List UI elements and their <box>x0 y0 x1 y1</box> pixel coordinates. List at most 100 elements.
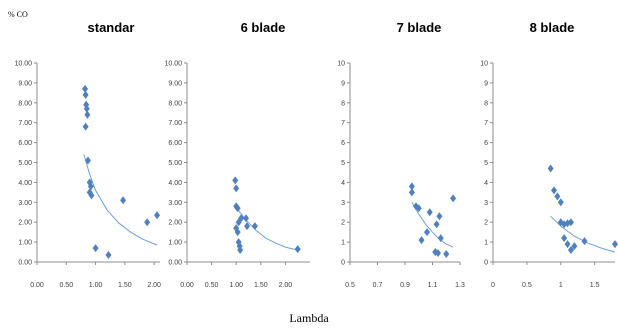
y-tick-label: 2 <box>484 220 488 227</box>
y-tick-label: 3.00 <box>18 200 32 207</box>
trend-line <box>411 202 454 248</box>
data-point <box>424 228 430 237</box>
y-tick-label: 2 <box>341 220 345 227</box>
y-tick-label: 1.00 <box>168 240 182 247</box>
y-tick-label: 3.00 <box>168 200 182 207</box>
y-tick-label: 0 <box>484 260 488 267</box>
x-tick-label: 0.00 <box>180 282 194 289</box>
data-point <box>443 250 450 259</box>
y-tick-label: 4 <box>341 180 345 187</box>
data-point <box>581 237 588 246</box>
chart-panel-1: standar 0.00 1.00 2.00 3.00 4.00 5.00 6.00 7.00 8… <box>14 20 161 289</box>
y-tick-label: 3 <box>484 200 488 207</box>
x-tick-label: 1.00 <box>89 282 103 289</box>
y-tick-label: 9.00 <box>18 80 32 87</box>
y-tick-label: 7 <box>341 120 345 127</box>
chart-title: 7 blade <box>397 20 442 35</box>
y-tick-label: 8 <box>341 100 345 107</box>
data-point <box>426 208 433 217</box>
data-point <box>243 214 250 223</box>
y-tick-label: 9.00 <box>168 80 182 87</box>
data-point <box>92 244 99 253</box>
y-tick-label: 6 <box>341 140 345 147</box>
data-point <box>234 204 241 213</box>
data-point <box>84 110 91 119</box>
data-point <box>436 212 443 221</box>
data-point <box>88 191 95 200</box>
data-point <box>571 242 578 251</box>
chart-title: 8 blade <box>530 20 575 35</box>
data-point <box>551 186 557 195</box>
y-tick-label: 0 <box>341 260 345 267</box>
x-tick-label: 1 <box>559 282 563 289</box>
y-tick-label: 9 <box>341 80 345 87</box>
chart-panel-3: 7 blade 0 1 2 3 4 5 6 7 8 9 10 0.5 0.7 0.9 1.1 1.3 <box>337 20 465 289</box>
y-tick-label: 1 <box>484 240 488 247</box>
y-tick-label: 8.00 <box>18 100 32 107</box>
data-point <box>82 122 89 131</box>
data-point <box>612 240 618 249</box>
chart-panels: standar 0.00 1.00 2.00 3.00 4.00 5.00 6.00 7.00 8… <box>14 20 618 289</box>
x-tick-label: 1.00 <box>229 282 243 289</box>
x-axis-label: Lambda <box>289 311 329 325</box>
x-tick-label: 2.00 <box>279 282 293 289</box>
x-tick-label: 0.9 <box>400 282 410 289</box>
x-tick-label: 1.50 <box>254 282 268 289</box>
x-tick-label: 0.50 <box>205 282 219 289</box>
data-point <box>234 228 241 237</box>
y-tick-label: 5 <box>341 160 345 167</box>
y-tick-label: 0.00 <box>168 260 182 267</box>
y-tick-label: 7 <box>484 120 488 127</box>
chart-title: 6 blade <box>241 20 286 35</box>
y-tick-label: 1.00 <box>18 240 32 247</box>
trend-line <box>234 205 298 251</box>
y-tick-label: 2.00 <box>168 220 182 227</box>
chart-title: standar <box>88 20 135 35</box>
data-point <box>232 176 239 185</box>
x-tick-label: 2.00 <box>147 282 161 289</box>
y-tick-label: 7.00 <box>18 120 32 127</box>
trend-line <box>550 215 616 253</box>
chart-panel-2: 6 blade 0.00 1.00 2.00 3.00 4.00 5.00 6.00 7.00 8… <box>164 20 310 289</box>
y-tick-label: 2.00 <box>18 220 32 227</box>
data-point <box>144 218 151 227</box>
y-tick-label: 3 <box>341 200 345 207</box>
x-tick-label: 1.50 <box>118 282 132 289</box>
data-point <box>554 192 561 201</box>
data-point <box>557 198 564 207</box>
y-tick-label: 10.00 <box>14 61 32 68</box>
y-tick-label: 5.00 <box>18 160 32 167</box>
y-tick-label: 0.00 <box>18 260 32 267</box>
data-point <box>547 164 554 173</box>
data-point <box>450 194 457 203</box>
data-point <box>564 240 571 249</box>
y-tick-label: 9 <box>484 80 488 87</box>
y-tick-label: 8 <box>484 100 488 107</box>
x-tick-label: 0.5 <box>345 282 355 289</box>
y-tick-label: 8.00 <box>168 100 182 107</box>
data-point <box>87 182 94 191</box>
data-point <box>237 246 244 255</box>
y-tick-label: 10 <box>337 61 345 68</box>
data-point <box>433 220 440 229</box>
data-point <box>567 246 574 255</box>
data-point <box>120 196 127 205</box>
data-point <box>415 204 422 213</box>
data-point <box>235 218 242 227</box>
data-point <box>251 222 258 231</box>
data-point <box>435 249 441 258</box>
y-axis-label: % CO <box>8 10 28 19</box>
y-tick-label: 5.00 <box>168 160 182 167</box>
y-tick-label: 6 <box>484 140 488 147</box>
chart-panel-4: 8 blade 0 1 2 3 4 5 6 7 8 9 10 0 0.5 1 1.5 <box>480 20 618 289</box>
data-point <box>408 182 415 191</box>
x-tick-label: 1.1 <box>428 282 438 289</box>
data-point <box>418 236 425 245</box>
data-point <box>84 156 91 165</box>
trend-line <box>83 154 158 246</box>
data-point <box>408 188 415 197</box>
x-tick-label: 0.00 <box>30 282 44 289</box>
x-tick-label: 0.7 <box>373 282 383 289</box>
data-point <box>567 218 574 227</box>
